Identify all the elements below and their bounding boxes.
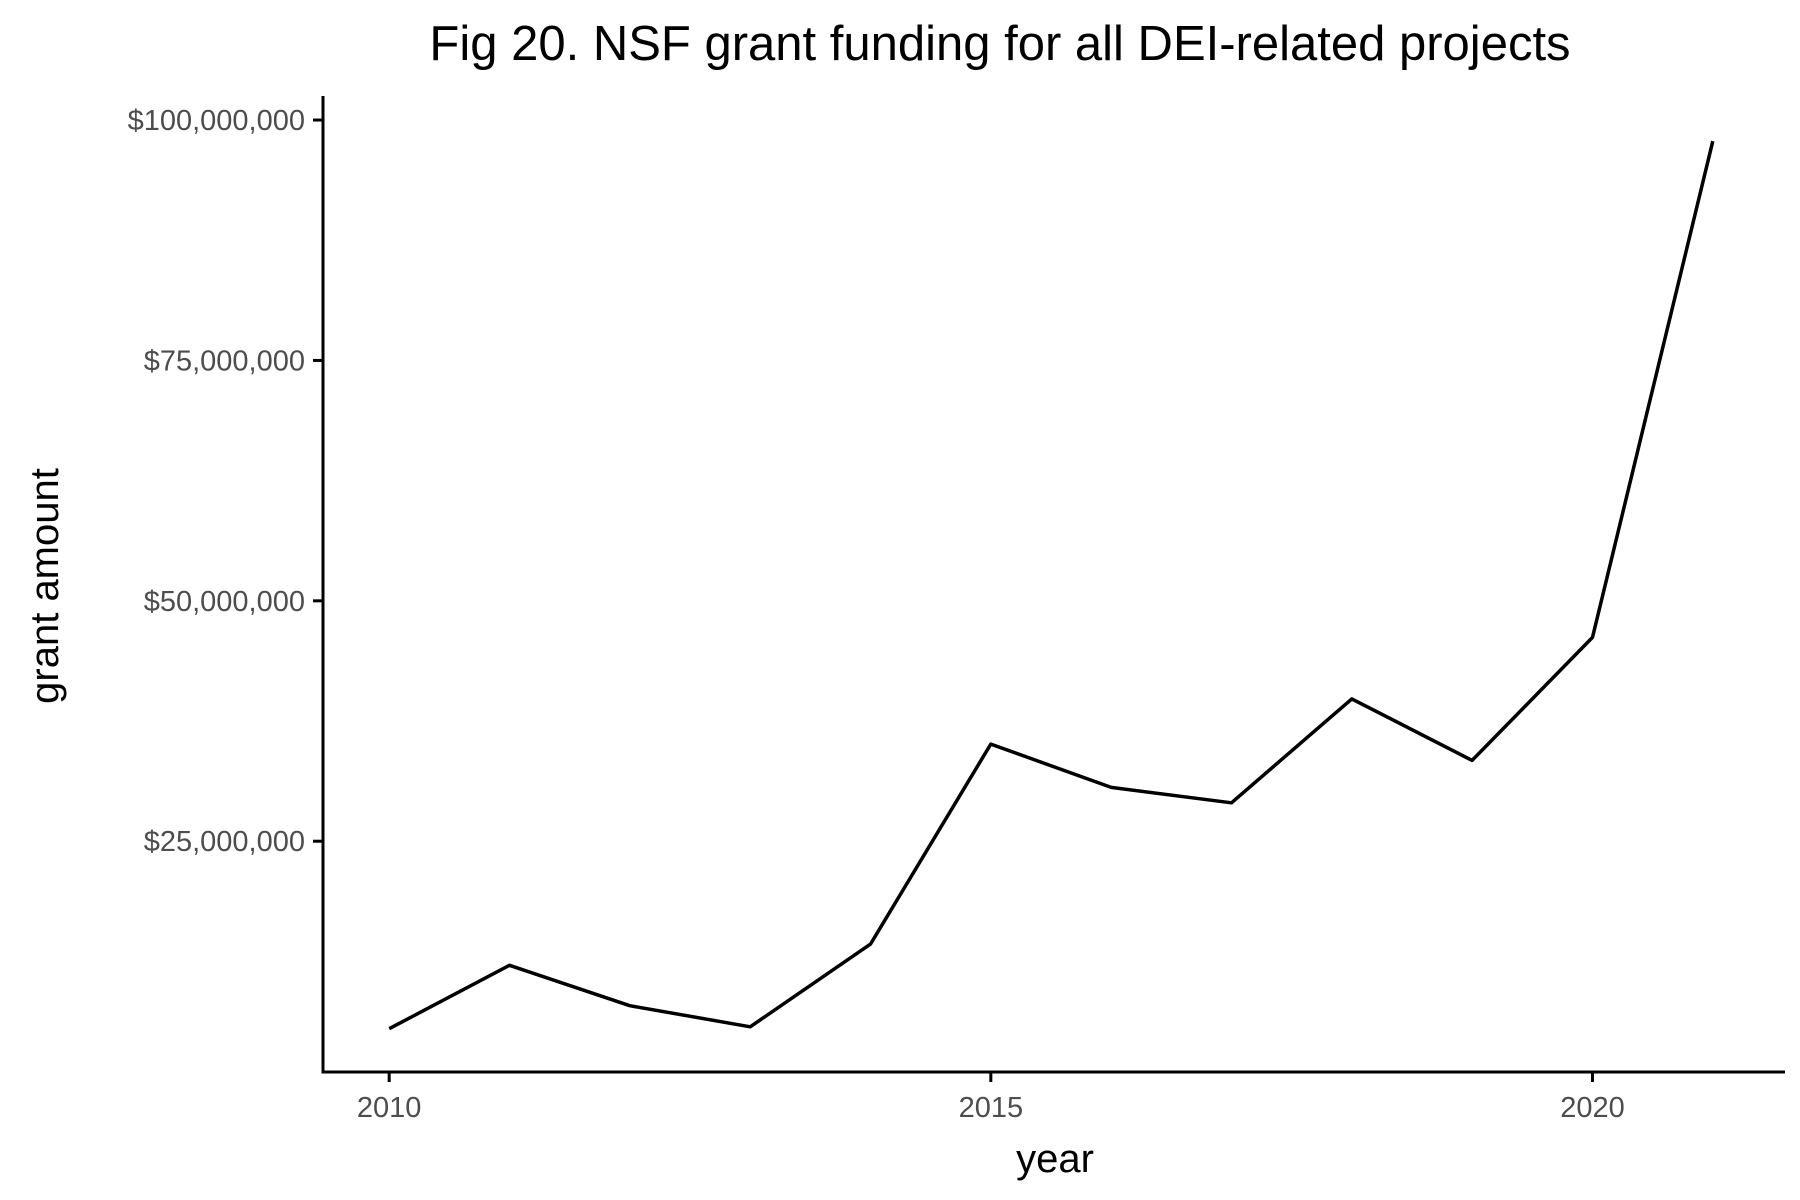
series-layer xyxy=(388,140,1715,1031)
y-tick-label-3: $100,000,000 xyxy=(128,105,305,137)
x-tick-label-2010: 2010 xyxy=(357,1092,422,1124)
y-tick-label-1: $50,000,000 xyxy=(144,586,305,618)
x-tick-label-2020: 2020 xyxy=(1560,1092,1625,1124)
y-axis-title: grant amount xyxy=(23,468,67,704)
chart-title: Fig 20. NSF grant funding for all DEI-re… xyxy=(429,17,1570,71)
series-line-0 xyxy=(388,140,1715,1031)
x-tick-label-2015: 2015 xyxy=(959,1092,1024,1124)
y-axis-ticks: $25,000,000 $50,000,000 $75,000,000 $100,00… xyxy=(128,105,323,858)
y-tick-label-0: $25,000,000 xyxy=(144,826,305,858)
x-axis-title: year xyxy=(1016,1137,1094,1181)
x-axis-ticks: 2010 2015 2020 xyxy=(357,1072,1625,1124)
y-tick-label-2: $75,000,000 xyxy=(144,345,305,377)
